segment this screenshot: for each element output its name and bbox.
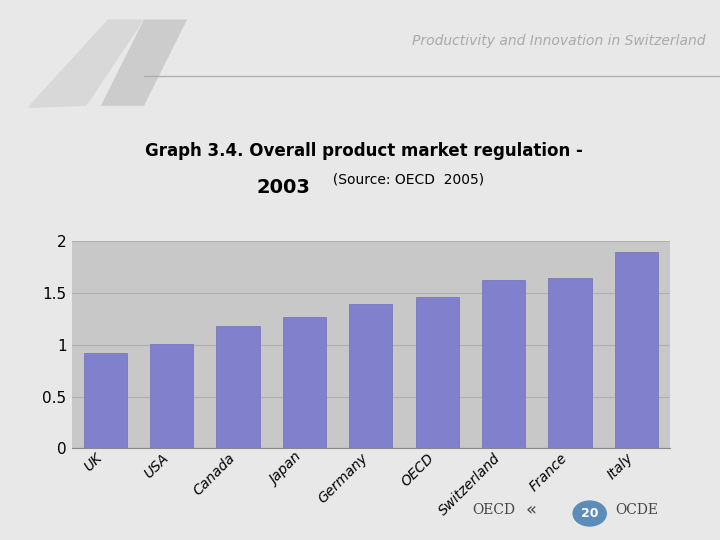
Text: 2003: 2003 [256, 178, 310, 197]
Bar [150, 344, 193, 448]
Bar [217, 326, 260, 448]
Text: «: « [526, 501, 536, 519]
Bar [84, 353, 127, 448]
Text: Productivity and Innovation in Switzerland: Productivity and Innovation in Switzerla… [412, 34, 706, 48]
Bar [415, 298, 459, 448]
Polygon shape [29, 19, 144, 108]
Bar [549, 278, 592, 448]
Bar [615, 252, 658, 448]
Bar [349, 303, 392, 448]
Polygon shape [101, 19, 187, 106]
Circle shape [573, 501, 606, 526]
Text: OECD: OECD [472, 503, 515, 517]
Bar [482, 280, 525, 448]
Text: 20: 20 [581, 507, 598, 520]
Text: (Source: OECD  2005): (Source: OECD 2005) [324, 172, 484, 186]
Text: OCDE: OCDE [616, 503, 659, 517]
Bar [283, 317, 326, 448]
Text: Graph 3.4. Overall product market regulation -: Graph 3.4. Overall product market regula… [145, 142, 582, 160]
